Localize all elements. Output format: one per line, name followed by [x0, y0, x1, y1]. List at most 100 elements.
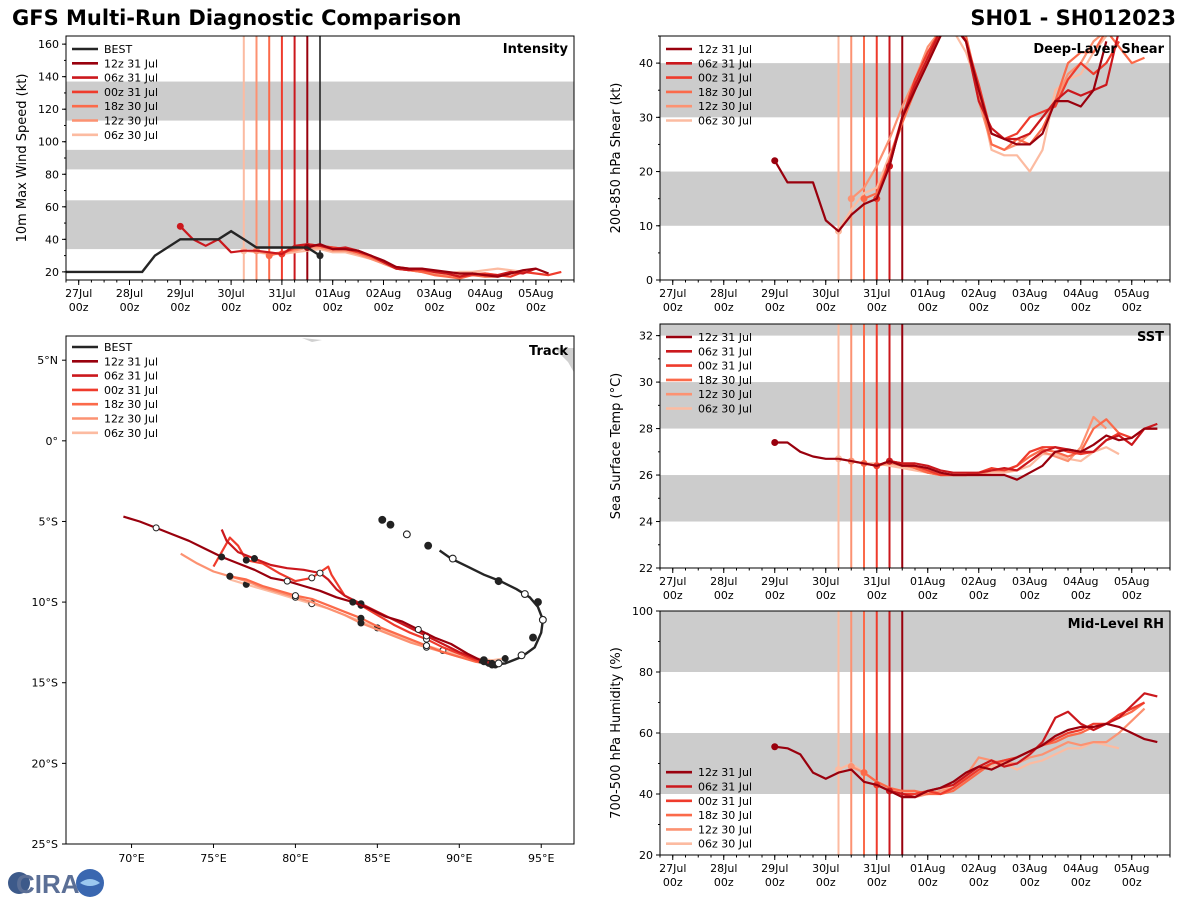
x-tick-label: 00z — [867, 301, 887, 314]
x-tick-label: 29Jul — [761, 862, 788, 875]
track-point — [349, 598, 357, 606]
x-tick-label: 29Jul — [761, 575, 788, 588]
x-tick-label: 30Jul — [217, 287, 244, 300]
x-tick-label: 00z — [1122, 876, 1142, 889]
y-tick-label: 26 — [639, 469, 653, 482]
x-tick-label: 27Jul — [659, 287, 686, 300]
legend-label: 12z 30 Jul — [698, 823, 752, 836]
best-track-point — [479, 656, 488, 665]
x-tick-label: 00z — [1020, 876, 1040, 889]
sst-panel: 22242628303227Jul00z28Jul00z29Jul00z30Ju… — [609, 323, 1171, 602]
series-start-point — [265, 252, 273, 260]
track-point — [357, 614, 365, 622]
legend-label: BEST — [104, 341, 132, 354]
legend-label: 00z 31 Jul — [698, 795, 752, 808]
x-tick-label: 03Aug — [1012, 862, 1047, 875]
land-mass — [302, 338, 322, 342]
y-tick-label: 30 — [639, 376, 653, 389]
series-start-point — [860, 769, 868, 777]
best-track-point — [494, 659, 503, 668]
x-tick-label: 85°E — [364, 852, 390, 865]
y-tick-label: 22 — [639, 562, 653, 575]
series-line — [774, 722, 1158, 799]
legend-label: 06z 31 Jul — [698, 345, 752, 358]
x-tick-label: 28Jul — [710, 575, 737, 588]
x-tick-label: 31Jul — [268, 287, 295, 300]
series-line — [307, 243, 549, 278]
best-track-point — [494, 577, 503, 586]
x-tick-label: 00z — [1020, 301, 1040, 314]
y-tick-label: 32 — [639, 330, 653, 343]
x-tick-label: 00z — [1122, 301, 1142, 314]
x-tick-label: 00z — [323, 301, 343, 314]
x-tick-label: 03Aug — [1012, 287, 1047, 300]
series-line — [773, 36, 1108, 233]
x-tick-label: 00z — [475, 301, 495, 314]
x-tick-label: 29Jul — [167, 287, 194, 300]
series-start-point — [771, 439, 779, 447]
logo-globe-icon — [8, 872, 30, 894]
x-tick-label: 00z — [918, 589, 938, 602]
panel-title: Intensity — [503, 42, 569, 57]
logo-text: CIRA — [16, 869, 80, 899]
legend-label: 00z 31 Jul — [698, 360, 752, 373]
legend-label: BEST — [104, 43, 132, 56]
track-panel: 70°E 75°E 80°E 85°E 90°E 95°E 5°N 0° 5°S 10°S 15°S… — [32, 335, 575, 865]
track-point — [250, 555, 258, 563]
x-tick-label: 00z — [272, 301, 292, 314]
x-tick-label: 01Aug — [315, 287, 350, 300]
x-tick-label: 95°E — [528, 852, 554, 865]
x-tick-label: 00z — [816, 876, 836, 889]
track-point — [152, 524, 160, 532]
panel-title: Mid-Level RH — [1068, 617, 1164, 632]
x-tick-label: 03Aug — [1012, 575, 1047, 588]
track-line — [229, 578, 506, 662]
x-tick-label: 31Jul — [863, 575, 890, 588]
x-tick-label: 00z — [120, 301, 140, 314]
x-tick-label: 02Aug — [961, 287, 996, 300]
legend-label: 00z 31 Jul — [698, 72, 752, 85]
x-tick-label: 31Jul — [863, 862, 890, 875]
y-tick-label: 100 — [632, 605, 653, 618]
track-point — [242, 556, 250, 564]
x-tick-label: 00z — [1122, 589, 1142, 602]
y-tick-label: 20 — [45, 266, 59, 279]
threshold-band — [660, 475, 1170, 522]
best-track-point — [448, 554, 457, 563]
x-tick-label: 00z — [663, 301, 683, 314]
legend-label: 06z 30 Jul — [104, 129, 158, 142]
plot-area — [66, 36, 574, 280]
best-track-point — [316, 252, 324, 260]
x-tick-label: 30Jul — [812, 287, 839, 300]
plot-area — [660, 36, 1170, 280]
y-tick-label: 0 — [646, 274, 653, 287]
series-start-point — [860, 195, 868, 203]
best-track-point — [517, 651, 526, 660]
x-tick-label: 00z — [867, 589, 887, 602]
x-tick-label: 27Jul — [659, 862, 686, 875]
x-tick-label: 00z — [714, 589, 734, 602]
x-tick-label: 00z — [663, 876, 683, 889]
x-tick-label: 30Jul — [812, 575, 839, 588]
legend-label: 18z 30 Jul — [698, 809, 752, 822]
x-tick-label: 02Aug — [961, 575, 996, 588]
legend-label: 12z 31 Jul — [698, 43, 752, 56]
y-tick-label: 140 — [38, 71, 59, 84]
x-tick-label: 27Jul — [659, 575, 686, 588]
y-tick-label: 80 — [639, 666, 653, 679]
legend-label: 12z 30 Jul — [698, 100, 752, 113]
x-tick-label: 28Jul — [116, 287, 143, 300]
x-tick-label: 03Aug — [417, 287, 452, 300]
best-track-point — [520, 590, 529, 598]
x-tick-label: 29Jul — [761, 287, 788, 300]
legend-label: 06z 30 Jul — [698, 838, 752, 851]
x-tick-label: 02Aug — [961, 862, 996, 875]
x-tick-label: 00z — [969, 301, 989, 314]
x-tick-label: 00z — [374, 301, 394, 314]
x-tick-label: 28Jul — [710, 287, 737, 300]
storm-id-title: SH01 - SH012023 — [970, 6, 1176, 30]
threshold-band — [660, 611, 1170, 672]
legend-label: 18z 30 Jul — [104, 398, 158, 411]
legend-label: 12z 30 Jul — [104, 115, 158, 128]
panel-title: SST — [1137, 330, 1164, 345]
